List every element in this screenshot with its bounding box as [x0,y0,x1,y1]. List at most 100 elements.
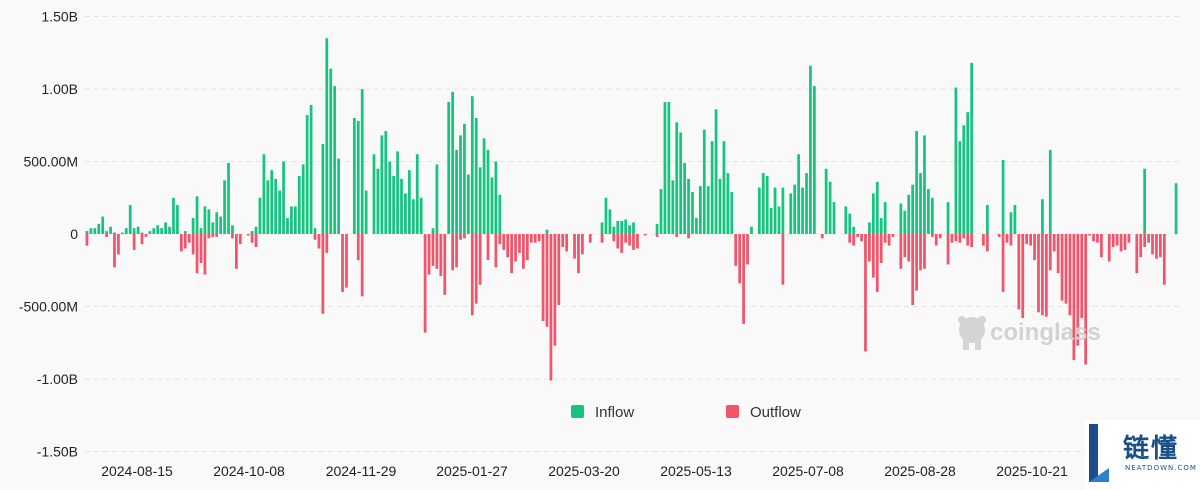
inflow-bar [946,202,950,234]
brand-name-cn: 链懂 [1123,434,1180,464]
inflow-bar [408,170,411,234]
outflow-bar [1033,234,1036,261]
outflow-bar [510,234,513,274]
inflow-bar [958,141,962,234]
inflow-bar [164,222,167,234]
outflow-bar [1135,234,1139,274]
outflow-bar [907,234,911,262]
outflow-bar [1147,234,1150,243]
inflow-bar [498,194,502,234]
outflow-bar [1001,234,1005,292]
inflow-bar [919,173,922,234]
inflow-bar [486,149,490,234]
inflow-bar [1009,212,1013,234]
outflow-bar [1060,234,1064,301]
inflow-bar [101,216,105,234]
inflow-bar [419,197,423,234]
outflow-bar [435,234,439,269]
inflow-bar [730,191,734,234]
inflow-bar [364,190,368,234]
inflow-bar [691,191,694,234]
outflow-bar [549,234,553,381]
inflow-bar [726,173,730,234]
inflow-bar [812,86,816,234]
outflow-bar [860,234,863,242]
inflow-bar [455,149,458,234]
inflow-bar [1048,149,1052,234]
inflow-bar [482,138,486,234]
inflow-bar [356,120,360,234]
inflow-bar [761,173,765,234]
outflow-bar [911,234,915,306]
inflow-bar [93,228,97,234]
outflow-bar [1009,234,1013,246]
y-tick-label: -500.00M [19,299,78,315]
inflow-bar [219,216,223,234]
legend-item-inflow[interactable]: Inflow [571,404,634,421]
inflow-bar [907,194,911,234]
inflow-bar [923,135,926,234]
outflow-bar [899,234,903,269]
inflow-bar [620,220,624,234]
outflow-bar [655,234,659,237]
brand-logo: 链懂 NEATDOWN.COM [1085,420,1200,490]
inflow-bar [466,174,470,234]
inflow-bar [695,218,698,234]
inflow-bar [793,184,797,234]
outflow-bar [879,234,883,263]
legend-item-outflow[interactable]: Outflow [726,404,801,421]
outflow-bar [179,234,183,252]
outflow-bar [455,234,458,268]
outflow-bar [903,234,907,258]
inflow-bar [313,228,317,234]
x-tick-label: 2024-10-08 [213,463,285,479]
inflow-bar [132,228,136,234]
y-tick-label: -1.50B [37,444,78,460]
inflow-bar [903,210,907,234]
x-tick-label: 2025-01-27 [436,463,508,479]
inflow-bar [372,154,376,234]
inflow-bar [612,226,616,234]
inflow-bar [380,135,384,234]
inflow-bar [474,118,478,234]
inflow-bar [305,115,309,234]
inflow-bar [683,162,686,234]
outflow-bar [537,234,541,242]
inflow-bar [911,184,915,234]
brand-name-en: NEATDOWN.COM [1125,464,1197,472]
x-axis-ticks: 2024-08-15 2024-10-08 2024-11-29 2025-01-27… [101,463,1068,479]
outflow-bar [117,234,120,255]
inflow-bar [868,222,871,234]
inflow-bar [176,205,179,234]
inflow-bar [899,203,903,234]
inflow-bar [140,232,144,234]
y-tick-label: 0 [70,226,78,242]
outflow-bar [1029,234,1032,246]
outflow-bar [478,234,482,285]
inflow-bar [411,199,415,234]
inflow-bar [109,226,112,234]
outflow-bar [85,234,89,246]
inflow-bar [215,212,219,234]
outflow-bar [1151,234,1154,255]
inflow-bar [105,231,108,234]
inflow-bar [301,164,305,234]
x-tick-label: 2024-08-15 [101,463,173,479]
inflow-bar [679,132,683,234]
inflow-bar [927,189,930,234]
outflow-bar [321,234,325,314]
inflow-bar [470,96,474,234]
inflow-bar [250,231,254,234]
outflow-bar [675,234,679,237]
inflow-bar [325,38,329,234]
outflow-bar [1111,234,1115,248]
outflow-bar [195,234,199,274]
outflow-bar [529,234,533,243]
inflow-bar [494,161,498,234]
outflow-bar [919,234,922,271]
inflow-bar [337,158,340,234]
outflow-bar [506,234,510,258]
outflow-bar [144,234,148,237]
inflow-bar [675,122,679,234]
inflow-bar [396,151,399,234]
